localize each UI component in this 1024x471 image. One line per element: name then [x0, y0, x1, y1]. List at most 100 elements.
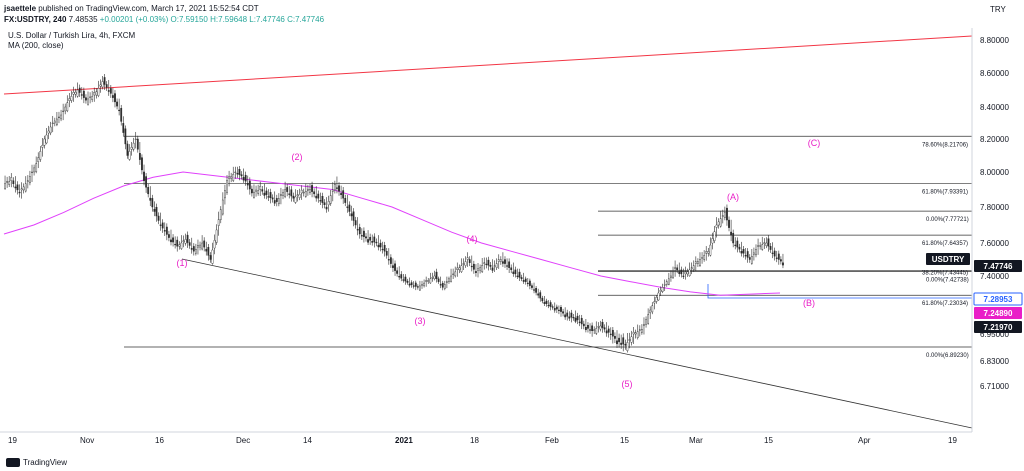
candle-body	[87, 98, 89, 105]
candle-body	[487, 259, 490, 266]
time-tick-label: 15	[764, 436, 773, 445]
price-tick-label: 8.00000	[980, 168, 1009, 177]
candle-body	[773, 250, 776, 257]
candle-body	[309, 189, 311, 193]
candle-body	[528, 280, 531, 286]
candle-body	[582, 323, 585, 327]
candle-body	[759, 245, 762, 247]
candle-body	[331, 189, 334, 192]
candle-body	[502, 261, 504, 264]
candle-body	[723, 212, 726, 218]
candle-body	[118, 109, 121, 112]
candle-body	[659, 289, 662, 292]
candle-body	[296, 194, 299, 196]
candle-body	[591, 325, 594, 332]
candle-body	[82, 90, 85, 98]
author-name[interactable]: jsaettele	[4, 4, 37, 13]
candle-body	[163, 230, 166, 232]
candle-body	[489, 265, 492, 267]
candle-body	[406, 280, 409, 283]
currency-label: TRY	[990, 5, 1007, 14]
candle-body	[333, 184, 336, 191]
candle-body	[379, 242, 382, 248]
wave-label: (2)	[292, 152, 303, 162]
candle-body	[14, 186, 17, 189]
candle-body	[622, 337, 625, 345]
candle-body	[99, 84, 102, 87]
candle-body	[607, 328, 610, 333]
candle-body	[645, 319, 647, 325]
candle-body	[431, 277, 434, 279]
candle-body	[35, 163, 38, 173]
candle-body	[630, 336, 633, 343]
candle-body	[352, 211, 355, 221]
candle-body	[132, 142, 135, 150]
candle-body	[678, 271, 681, 274]
instrument-legend[interactable]: U.S. Dollar / Turkish Lira, 4h, FXCM	[8, 31, 136, 40]
candle-body	[636, 331, 639, 338]
chart-annotations: 78.60%(8.21706) 61.80%(7.93391) 0.00%(7.77…	[177, 138, 969, 389]
candle-body	[85, 97, 87, 101]
candle-body	[769, 246, 772, 250]
candle-body	[365, 236, 367, 239]
candle-body	[694, 261, 697, 264]
candle-body	[618, 337, 620, 343]
candle-body	[703, 255, 706, 260]
candle-body	[572, 317, 575, 319]
candle-body	[302, 191, 305, 194]
candle-body	[215, 229, 218, 243]
candle-body	[638, 329, 641, 331]
price-label-box	[926, 253, 970, 265]
price-tick-label: 8.80000	[980, 36, 1009, 45]
price-chart[interactable]: 78.60%(8.21706) 61.80%(7.93391) 0.00%(7.77…	[0, 0, 1024, 455]
fib-level-label: 38.20%(7.43445)	[922, 270, 968, 276]
candle-body	[427, 280, 430, 282]
candle-body	[653, 301, 656, 304]
candle-body	[537, 293, 540, 296]
price-axis[interactable]: 8.80000 8.60000 8.40000 8.20000 8.00000 7.800…	[926, 5, 1023, 432]
candle-body	[568, 316, 571, 319]
candle-body	[543, 302, 546, 304]
time-tick-label: 19	[8, 436, 17, 445]
price-label-box	[974, 321, 1022, 333]
candle-body	[437, 278, 440, 282]
price-label-text: 7.24890	[984, 309, 1013, 318]
time-axis[interactable]: 19 Nov 16 Dec 14 2021 18 Feb 15 Mar 15 Apr 19	[0, 431, 972, 445]
candle-body	[149, 197, 152, 201]
candle-body	[358, 227, 361, 235]
price-tick-label: 7.60000	[980, 239, 1009, 248]
candle-body	[624, 343, 627, 346]
candle-body	[435, 271, 438, 280]
candle-body	[690, 267, 693, 269]
candle-body	[475, 271, 477, 273]
candle-body	[151, 198, 154, 208]
candle-body	[226, 180, 228, 193]
candle-body	[8, 181, 11, 185]
time-tick-label: Dec	[236, 436, 250, 445]
chart-header: jsaettele published on TradingView.com, …	[0, 0, 1024, 30]
candle-body	[41, 144, 44, 148]
candle-body	[143, 171, 145, 181]
candle-body	[6, 181, 9, 183]
candle-body	[325, 206, 328, 210]
candle-body	[383, 245, 386, 252]
candle-body	[757, 245, 759, 247]
fib-level-label: 0.00%(7.77721)	[926, 217, 969, 223]
candle-body	[682, 275, 685, 277]
candle-body	[157, 215, 160, 221]
candle-body	[147, 187, 150, 195]
candle-body	[738, 246, 741, 250]
candle-body	[178, 244, 181, 247]
candle-body	[288, 193, 291, 195]
candle-body	[753, 252, 755, 255]
candle-body	[514, 269, 517, 275]
tradingview-logo[interactable]: TradingView	[6, 458, 67, 467]
candle-body	[589, 329, 591, 331]
candle-body	[634, 332, 637, 335]
price-tick-label: 8.60000	[980, 69, 1009, 78]
candle-body	[211, 249, 214, 264]
candle-body	[26, 180, 29, 182]
publish-info: published on TradingView.com, March 17, …	[38, 4, 259, 13]
candle-body	[649, 309, 652, 314]
ma-legend[interactable]: MA (200, close)	[8, 41, 64, 50]
